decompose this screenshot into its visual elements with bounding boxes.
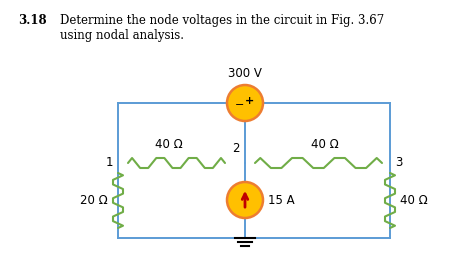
Circle shape [227,182,263,218]
Circle shape [227,85,263,121]
Text: 3.18: 3.18 [18,14,46,27]
Text: Determine the node voltages in the circuit in Fig. 3.67
using nodal analysis.: Determine the node voltages in the circu… [60,14,384,42]
Text: 40 Ω: 40 Ω [400,194,428,206]
Text: 15 A: 15 A [268,194,295,206]
Text: 40 Ω: 40 Ω [311,138,338,151]
Text: 40 Ω: 40 Ω [155,138,182,151]
Text: 300 V: 300 V [228,67,262,80]
Text: 1: 1 [106,156,113,170]
Text: 20 Ω: 20 Ω [80,194,108,206]
Text: 2: 2 [233,142,240,155]
Text: 3: 3 [395,156,402,170]
Text: +: + [246,96,255,106]
Text: −: − [235,100,245,110]
